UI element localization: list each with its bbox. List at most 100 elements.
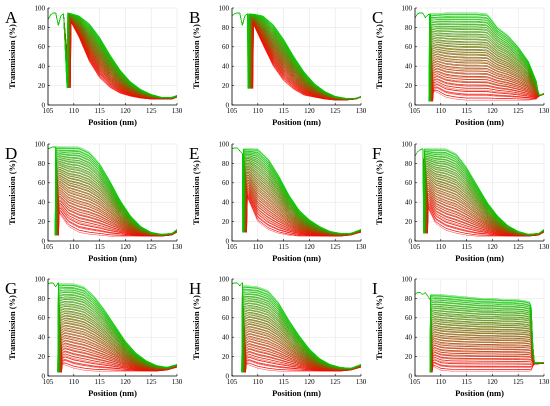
series-line <box>415 292 544 373</box>
x-tick-label: 120 <box>120 107 131 115</box>
series-line <box>415 292 544 373</box>
series-line <box>48 282 177 373</box>
series-line <box>48 282 177 373</box>
x-tick-label: 105 <box>43 378 54 386</box>
y-tick-label: 20 <box>405 353 413 361</box>
series-group <box>48 282 177 373</box>
series-line <box>48 282 177 373</box>
series-line <box>415 292 544 373</box>
series-line <box>415 292 544 373</box>
x-tick-label: 115 <box>461 378 472 386</box>
panel-label: G <box>5 279 17 298</box>
x-tick-label: 115 <box>278 243 289 251</box>
x-tick-label: 120 <box>304 243 315 251</box>
series-line <box>48 282 177 373</box>
x-tick-label: 130 <box>172 378 183 386</box>
series-line <box>415 12 544 102</box>
x-tick-label: 130 <box>539 378 550 386</box>
series-line <box>415 292 544 373</box>
x-axis-title: Position (nm) <box>272 117 321 127</box>
series-line <box>415 292 544 373</box>
series-line <box>415 292 544 373</box>
series-line <box>48 282 177 373</box>
y-tick-label: 0 <box>409 372 413 380</box>
x-tick-label: 110 <box>69 243 80 251</box>
x-tick-label: 110 <box>436 378 447 386</box>
series-line <box>48 282 177 373</box>
panel-label: I <box>372 279 378 298</box>
series-line <box>415 12 544 102</box>
series-line <box>415 12 544 102</box>
y-tick-label: 40 <box>405 199 413 207</box>
x-tick-label: 110 <box>436 107 447 115</box>
chart-svg: 105 110 115 120 125 130 0 20 40 60 80 100 Position (… <box>189 4 367 127</box>
series-line <box>415 292 544 373</box>
panel-label: H <box>189 279 201 298</box>
series-line <box>48 282 177 373</box>
y-tick-label: 20 <box>38 82 46 90</box>
series-line <box>48 282 177 373</box>
series-line <box>48 282 177 373</box>
series-line <box>415 12 544 102</box>
series-line <box>48 282 177 373</box>
y-axis-title: Transmission (%) <box>191 295 201 360</box>
series-line <box>415 12 544 102</box>
series-line <box>415 292 544 373</box>
series-line <box>415 292 544 373</box>
series-line <box>48 282 177 373</box>
x-tick-label: 110 <box>69 107 80 115</box>
series-line <box>415 292 544 373</box>
series-line <box>415 292 544 373</box>
x-tick-label: 105 <box>227 243 238 251</box>
series-line <box>415 292 544 373</box>
series-line <box>48 282 177 373</box>
y-axis-title: Transmission (%) <box>374 160 384 225</box>
series-line <box>48 282 177 373</box>
series-line <box>48 282 177 373</box>
series-line <box>415 292 544 373</box>
series-line <box>48 282 177 373</box>
x-tick-label: 120 <box>487 243 498 251</box>
x-tick-label: 125 <box>330 243 341 251</box>
series-line <box>48 282 177 373</box>
series-line <box>415 292 544 373</box>
panel-label: E <box>189 144 199 163</box>
series-line <box>415 292 544 373</box>
series-line <box>415 292 544 373</box>
x-tick-label: 125 <box>330 378 341 386</box>
series-line <box>415 292 544 373</box>
series-line <box>48 282 177 373</box>
y-tick-label: 100 <box>219 4 230 12</box>
series-line <box>415 12 544 102</box>
y-tick-label: 60 <box>405 179 413 187</box>
series-line <box>48 282 177 373</box>
series-line <box>48 282 177 373</box>
series-line <box>48 282 177 373</box>
series-line <box>48 282 177 373</box>
series-line <box>48 282 177 373</box>
y-tick-label: 100 <box>35 140 46 148</box>
y-tick-label: 100 <box>402 275 413 283</box>
series-line <box>415 12 544 102</box>
x-tick-label: 110 <box>69 378 80 386</box>
y-tick-label: 20 <box>222 218 230 226</box>
series-group <box>232 282 361 373</box>
y-tick-label: 20 <box>38 353 46 361</box>
y-tick-label: 0 <box>226 237 230 245</box>
x-tick-label: 130 <box>356 107 367 115</box>
series-line <box>415 292 544 373</box>
y-tick-label: 40 <box>38 334 46 342</box>
series-line <box>48 282 177 373</box>
series-line <box>415 292 544 373</box>
series-line <box>48 282 177 373</box>
series-line <box>415 292 544 373</box>
y-tick-label: 40 <box>38 63 46 71</box>
chart-panel-c: 105 110 115 120 125 130 0 20 40 60 80 100 Position (… <box>367 0 550 135</box>
series-line <box>415 12 544 102</box>
series-line <box>415 12 544 102</box>
x-tick-label: 130 <box>172 107 183 115</box>
y-tick-label: 80 <box>405 295 413 303</box>
series-line <box>48 282 177 373</box>
series-line <box>415 292 544 373</box>
